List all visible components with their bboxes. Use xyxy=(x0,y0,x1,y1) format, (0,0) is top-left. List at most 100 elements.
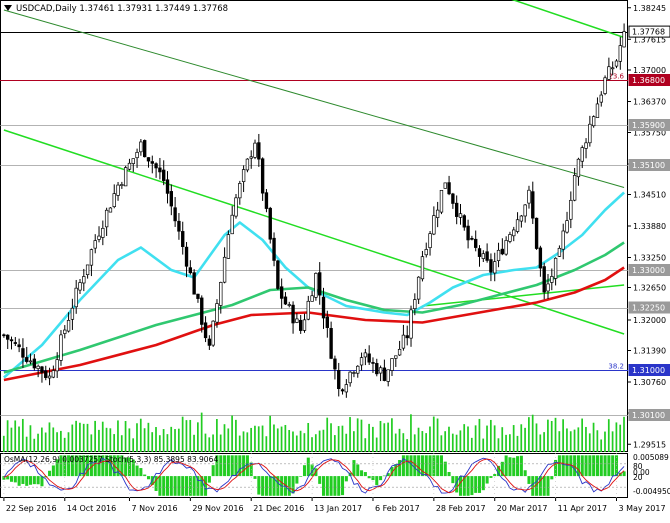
osma-bar xyxy=(101,455,105,477)
candle-body xyxy=(59,334,63,361)
volume-bar xyxy=(113,434,116,452)
volume-bar xyxy=(417,427,420,452)
candle-body xyxy=(279,286,284,299)
volume-bar xyxy=(330,423,332,452)
osma-bar xyxy=(146,476,151,480)
volume-bar xyxy=(372,426,374,452)
time-axis-label: 11 Apr 2017 xyxy=(558,504,607,513)
volume-bar xyxy=(71,424,74,452)
candle-body xyxy=(458,213,463,218)
candle-body xyxy=(561,230,565,250)
candle-body xyxy=(13,342,17,344)
osma-bar xyxy=(527,476,531,484)
candle-body xyxy=(253,142,257,158)
volume-bar xyxy=(596,430,599,452)
osma-bar xyxy=(238,455,242,477)
candle-body xyxy=(108,207,113,213)
candle-body xyxy=(302,319,307,331)
candle-body xyxy=(588,123,592,144)
osma-bar xyxy=(200,476,204,496)
osma-bar xyxy=(599,455,603,477)
volume-bar xyxy=(82,423,85,452)
candle-body xyxy=(310,295,314,302)
osma-bar xyxy=(504,455,508,477)
osma-bar xyxy=(131,459,135,477)
volume-bar xyxy=(162,429,165,452)
candle-body xyxy=(165,179,170,194)
candle-body xyxy=(287,304,291,306)
volume-bar xyxy=(292,431,294,452)
volume-bar xyxy=(143,428,146,452)
level-price-label-0: 1.37768 xyxy=(632,28,665,37)
osma-bar xyxy=(78,455,82,477)
volume-bar xyxy=(489,419,492,452)
candle-body xyxy=(260,158,265,194)
volume-bar xyxy=(611,431,614,452)
level-price-box-2 xyxy=(628,119,670,131)
candle-body xyxy=(238,183,242,199)
candle-body xyxy=(215,303,219,323)
candle-body xyxy=(591,116,596,127)
candle-body xyxy=(378,367,383,374)
volume-bar xyxy=(75,420,77,452)
candle-body xyxy=(283,296,288,305)
osma-bar xyxy=(535,476,539,496)
candle-body xyxy=(413,299,417,310)
volume-bar xyxy=(155,427,157,452)
level-price-label-7: 1.30100 xyxy=(632,411,665,420)
volume-bar xyxy=(204,433,207,452)
moving-average-2 xyxy=(3,266,625,382)
candle-body xyxy=(40,366,44,373)
osma-bar xyxy=(13,476,17,483)
candle-body xyxy=(390,358,394,371)
candle-body xyxy=(101,227,105,238)
osma-bar xyxy=(493,474,497,477)
candle-body xyxy=(89,249,94,266)
volume-bar xyxy=(311,437,313,452)
candle-body xyxy=(481,253,485,259)
osma-bar xyxy=(261,476,265,496)
osma-bar xyxy=(382,475,386,477)
osma-bar xyxy=(363,472,367,477)
osma-bar xyxy=(584,455,588,477)
volume-bar xyxy=(550,421,553,452)
candle-body xyxy=(245,158,250,171)
volume-bar xyxy=(41,427,43,452)
volume-bar xyxy=(592,422,595,452)
volume-bar xyxy=(528,417,530,452)
osma-bar xyxy=(557,455,561,477)
candle-body xyxy=(424,249,428,256)
osma-bar xyxy=(108,455,112,477)
volume-bar xyxy=(25,436,28,452)
osma-bar xyxy=(21,476,25,484)
time-axis-label: 22 Sep 2016 xyxy=(6,504,57,513)
candle-body xyxy=(614,60,619,67)
osma-bar xyxy=(474,476,478,493)
candle-body xyxy=(306,300,310,320)
volume-bar xyxy=(280,426,283,452)
level-price-box-5 xyxy=(628,301,670,314)
volume-bar xyxy=(288,430,291,452)
volume-bar xyxy=(197,422,199,452)
candle-body xyxy=(557,247,562,257)
trend-line-2 xyxy=(511,0,625,39)
oscillator-tick-label: 0.00 xyxy=(633,468,650,477)
volume-bar xyxy=(470,437,473,452)
osma-bar xyxy=(223,455,227,477)
volume-bar xyxy=(436,418,439,452)
volume-bar xyxy=(60,430,62,452)
osma-bar xyxy=(154,476,158,491)
osma-bar xyxy=(337,476,341,496)
candle-body xyxy=(184,246,189,267)
osma-bar xyxy=(554,459,558,477)
candle-body xyxy=(329,328,333,359)
candle-body xyxy=(569,199,573,220)
candle-body xyxy=(599,94,603,103)
volume-bar xyxy=(37,433,39,452)
candle-body xyxy=(523,204,527,217)
trend-line-1 xyxy=(422,284,625,307)
osma-bar xyxy=(481,476,485,491)
osma-bar xyxy=(207,476,211,483)
volume-bar xyxy=(326,417,329,452)
osma-bar xyxy=(611,455,615,477)
